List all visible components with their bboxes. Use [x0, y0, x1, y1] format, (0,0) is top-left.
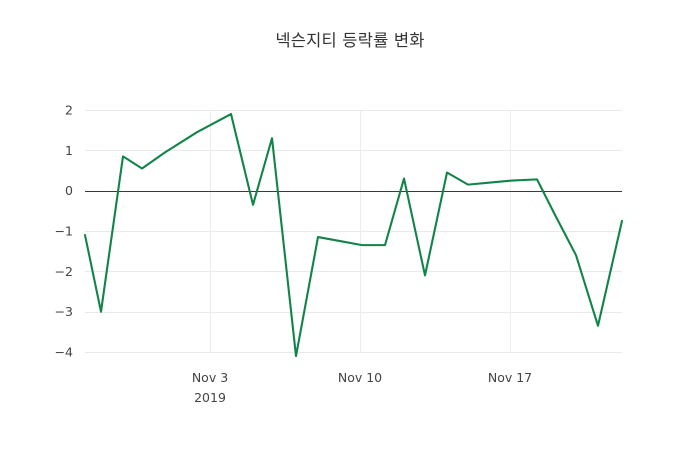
- y-tick-label: 0: [65, 183, 73, 198]
- y-tick-label: −3: [55, 304, 73, 319]
- x-tick-label: Nov 17: [488, 370, 532, 385]
- data-series-line: [83, 112, 624, 358]
- vertical-gridlines: [210, 110, 511, 352]
- x-tick-sublabel: 2019: [194, 390, 226, 405]
- y-tick-label: −2: [55, 264, 73, 279]
- chart-title: 넥슨지티 등락률 변화: [275, 31, 425, 50]
- y-tick-label: 2: [65, 103, 73, 118]
- y-tick-label: 1: [65, 143, 73, 158]
- y-tick-label: −1: [55, 224, 73, 239]
- y-tick-label: −4: [55, 345, 73, 360]
- y-axis-tick-labels: 2 1 0 −1 −2 −3 −4: [55, 103, 73, 360]
- x-tick-label: Nov 3: [192, 370, 228, 385]
- x-tick-label: Nov 10: [338, 370, 382, 385]
- x-axis-tick-labels: Nov 3 2019 Nov 10 Nov 17: [192, 370, 532, 405]
- horizontal-gridlines: [85, 110, 622, 353]
